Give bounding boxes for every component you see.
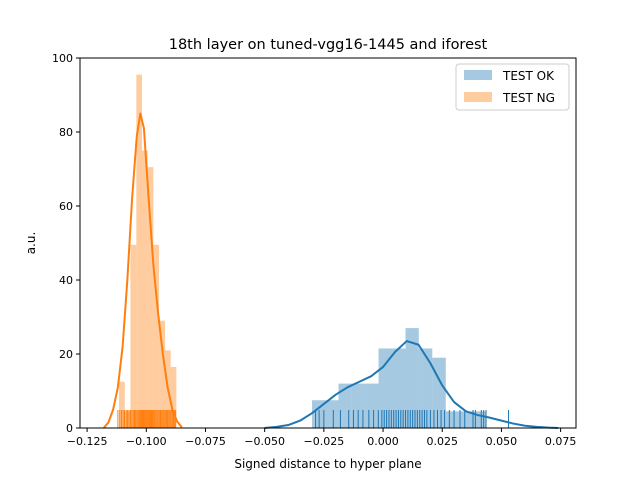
- y-tick-label: 0: [66, 422, 73, 435]
- histogram-bar-test-ok: [392, 348, 406, 428]
- histogram-bar-test-ng: [142, 150, 148, 428]
- x-tick-label: −0.125: [67, 435, 108, 448]
- histogram-bar-test-ng: [130, 244, 137, 428]
- kde-curve-test-ng: [102, 112, 183, 429]
- histogram-bar-test-ok: [365, 383, 379, 428]
- y-tick-label: 40: [59, 274, 73, 287]
- histogram-bar-test-ng: [147, 167, 154, 428]
- x-tick-label: −0.050: [244, 435, 285, 448]
- legend-swatch-test-ok: [464, 70, 492, 80]
- chart-title: 18th layer on tuned-vgg16-1445 and ifore…: [169, 37, 488, 53]
- kde-curves: [102, 112, 559, 429]
- x-axis-ticks: −0.125 −0.100 −0.075 −0.050 −0.025 0.000 0.025…: [67, 428, 577, 448]
- x-tick-label: −0.025: [303, 435, 344, 448]
- x-tick-label: 0.050: [486, 435, 518, 448]
- kde-curve-test-ok: [264, 340, 559, 429]
- histogram-bar-test-ok: [351, 383, 366, 428]
- histogram-bar-test-ng: [136, 74, 143, 429]
- rug-marks: [117, 410, 510, 428]
- legend: TEST OK TEST NG: [455, 63, 570, 111]
- legend-swatch-test-ng: [464, 92, 492, 102]
- y-axis-ticks: 0 20 40 60 80 100: [52, 52, 80, 435]
- histogram-bar-test-ng: [153, 244, 160, 428]
- x-axis-label: Signed distance to hyper plane: [234, 457, 421, 471]
- histogram-bar-test-ok: [459, 411, 473, 428]
- plot-frame: [79, 57, 577, 429]
- y-tick-label: 20: [59, 348, 73, 361]
- histogram-bar-test-ng: [159, 320, 165, 428]
- x-tick-label: −0.100: [126, 435, 167, 448]
- histogram-bar-test-ok: [325, 400, 339, 428]
- y-axis-label: a.u.: [24, 232, 38, 255]
- x-tick-label: 0.000: [367, 435, 399, 448]
- histogram-bar-test-ok: [378, 348, 393, 428]
- y-tick-label: 80: [59, 126, 73, 139]
- histogram-bar-test-ok: [405, 328, 419, 428]
- histogram-bar-test-ok: [418, 348, 433, 428]
- y-tick-label: 60: [59, 200, 73, 213]
- legend-label-test-ok: TEST OK: [502, 69, 555, 83]
- histogram-bars: [119, 74, 487, 429]
- histogram-bar-test-ng: [119, 381, 125, 428]
- x-tick-label: 0.025: [426, 435, 458, 448]
- x-tick-label: 0.075: [545, 435, 577, 448]
- y-tick-label: 100: [52, 52, 73, 65]
- histogram-bar-test-ng: [170, 366, 177, 428]
- histogram-bar-test-ok: [432, 357, 446, 428]
- legend-box: [455, 63, 570, 111]
- legend-label-test-ng: TEST NG: [502, 91, 555, 105]
- x-tick-label: −0.075: [185, 435, 226, 448]
- histogram-bar-test-ok: [445, 411, 460, 428]
